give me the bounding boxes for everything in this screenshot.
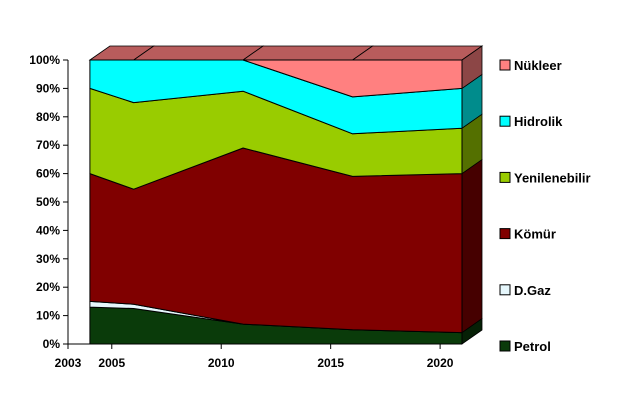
legend-item: Nükleer xyxy=(499,58,562,73)
legend-label: Hidrolik xyxy=(514,114,563,129)
y-tick-label: 70% xyxy=(36,138,60,152)
chart-area-series xyxy=(89,59,463,345)
legend-item: Hidrolik xyxy=(499,114,563,129)
y-tick-label: 30% xyxy=(36,252,60,266)
legend-item: Kömür xyxy=(499,227,556,242)
top-face-segment xyxy=(241,45,374,61)
chart-axes: 0% 10% 20% 30% 40% 50% 60% 70% 80% 90% 100% 2003 200… xyxy=(29,53,462,370)
top-face-segment xyxy=(351,45,484,61)
y-tick-label: 10% xyxy=(36,309,60,323)
x-tick-label: 2003 xyxy=(55,356,82,370)
area-n-kleer xyxy=(89,59,463,98)
y-tick-label: 60% xyxy=(36,167,60,181)
top-face-segment xyxy=(132,45,265,61)
legend-item: Yenilenebilir xyxy=(499,170,591,185)
legend-swatch xyxy=(499,115,511,127)
y-tick-label: 100% xyxy=(29,53,60,67)
chart-top-face xyxy=(88,45,484,61)
legend-label: Petrol xyxy=(514,339,551,354)
legend-label: Nükleer xyxy=(514,58,562,73)
chart-side-face xyxy=(461,45,483,345)
legend-swatch xyxy=(499,171,511,183)
legend-item: D.Gaz xyxy=(499,283,551,298)
legend-label: D.Gaz xyxy=(514,283,551,298)
legend-label: Yenilenebilir xyxy=(514,170,591,185)
legend-swatch xyxy=(499,59,511,71)
legend-swatch xyxy=(499,340,511,352)
x-tick-label: 2015 xyxy=(317,356,344,370)
legend-swatch xyxy=(499,228,511,240)
x-tick-label: 2010 xyxy=(208,356,235,370)
y-tick-label: 50% xyxy=(36,195,60,209)
legend-label: Kömür xyxy=(514,227,556,242)
chart-legend: Nükleer Hidrolik Yenilenebilir Kömür D.Gaz Pe… xyxy=(499,58,591,354)
legend-swatch xyxy=(499,284,511,296)
legend-item: Petrol xyxy=(499,339,551,354)
y-tick-label: 0% xyxy=(43,337,61,351)
y-tick-label: 20% xyxy=(36,280,60,294)
y-tick-label: 40% xyxy=(36,223,60,237)
x-tick-label: 2005 xyxy=(98,356,125,370)
y-tick-label: 90% xyxy=(36,81,60,95)
y-tick-label: 80% xyxy=(36,110,60,124)
side-k-m-r xyxy=(461,158,483,334)
x-tick-label: 2020 xyxy=(427,356,454,370)
